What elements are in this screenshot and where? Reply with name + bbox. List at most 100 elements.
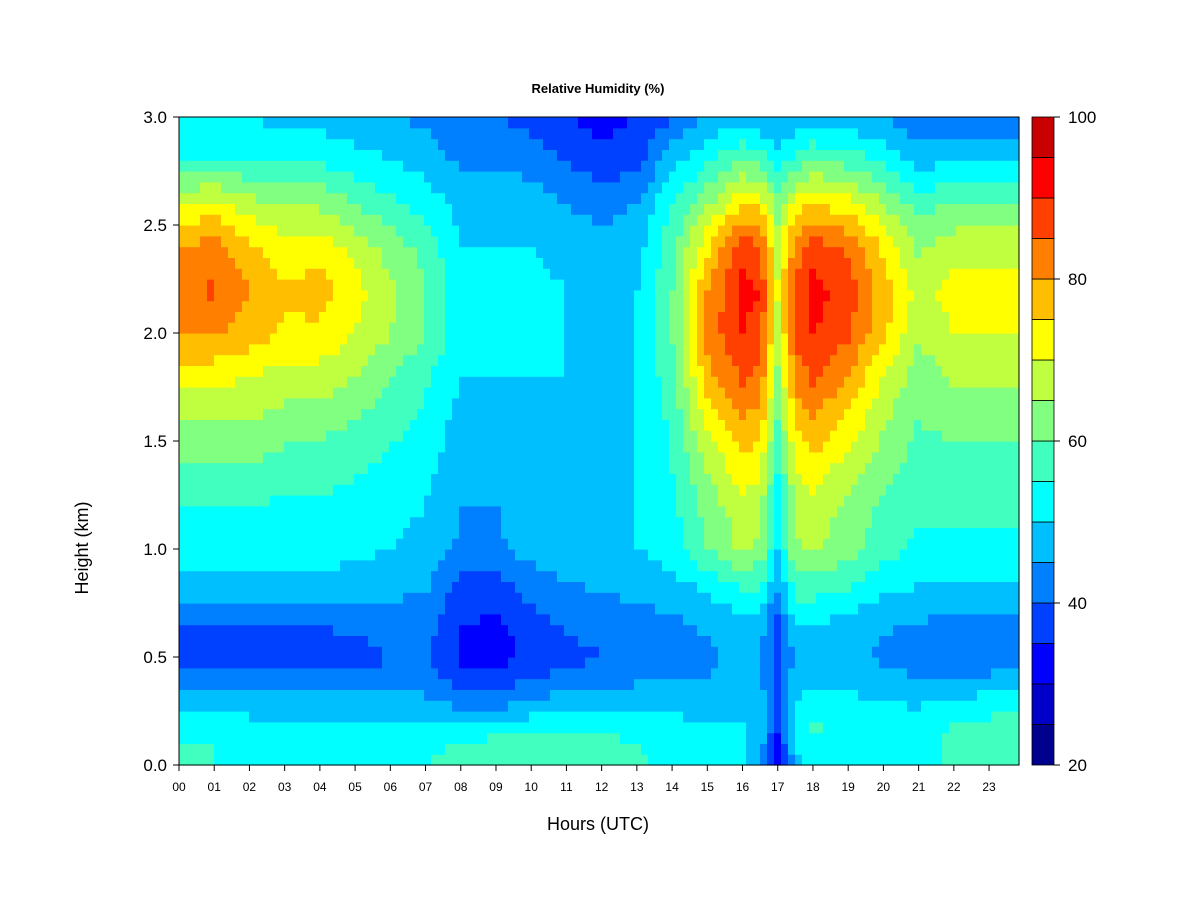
heatmap-cell bbox=[508, 419, 516, 431]
heatmap-cell bbox=[655, 667, 663, 680]
heatmap-cell bbox=[445, 257, 453, 269]
heatmap-cell bbox=[473, 473, 481, 485]
heatmap-cell bbox=[249, 181, 257, 194]
heatmap-cell bbox=[543, 743, 551, 755]
heatmap-cell bbox=[543, 581, 551, 593]
heatmap-cell bbox=[305, 171, 313, 183]
heatmap-cell bbox=[606, 635, 614, 647]
heatmap-cell bbox=[242, 171, 250, 183]
heatmap-cell bbox=[179, 127, 187, 140]
heatmap-cell bbox=[522, 484, 530, 496]
heatmap-cell bbox=[235, 441, 243, 453]
heatmap-cell bbox=[662, 732, 670, 744]
heatmap-cell bbox=[396, 397, 404, 410]
heatmap-cell bbox=[445, 322, 453, 334]
heatmap-cell bbox=[340, 419, 348, 431]
heatmap-cell bbox=[501, 333, 509, 345]
heatmap-cell bbox=[312, 257, 320, 269]
heatmap-cell bbox=[480, 462, 488, 474]
heatmap-cell bbox=[459, 408, 467, 420]
heatmap-cell bbox=[417, 279, 425, 291]
heatmap-cell bbox=[298, 149, 306, 161]
heatmap-cell bbox=[326, 538, 334, 550]
heatmap-cell bbox=[228, 613, 236, 626]
heatmap-cell bbox=[256, 732, 264, 744]
heatmap-cell bbox=[592, 171, 600, 183]
heatmap-cell bbox=[585, 322, 593, 334]
heatmap-cell bbox=[403, 138, 411, 150]
heatmap-cell bbox=[214, 160, 222, 172]
heatmap-cell bbox=[711, 592, 719, 604]
heatmap-cell bbox=[235, 549, 243, 561]
heatmap-cell bbox=[375, 268, 383, 280]
heatmap-cell bbox=[417, 376, 425, 388]
heatmap-cell bbox=[690, 657, 698, 669]
heatmap-cell bbox=[508, 581, 516, 593]
heatmap-cell bbox=[480, 376, 488, 388]
heatmap-cell bbox=[270, 495, 278, 507]
heatmap-cell bbox=[564, 149, 572, 161]
heatmap-cell bbox=[725, 246, 733, 258]
heatmap-cell bbox=[739, 538, 747, 550]
heatmap-cell bbox=[571, 300, 579, 312]
heatmap-cell bbox=[298, 235, 306, 248]
heatmap-cell bbox=[333, 279, 341, 291]
heatmap-cell bbox=[529, 149, 537, 161]
heatmap-cell bbox=[634, 613, 642, 626]
heatmap-cell bbox=[725, 149, 733, 161]
heatmap-cell bbox=[424, 592, 432, 604]
heatmap-cell bbox=[676, 581, 684, 593]
heatmap-cell bbox=[193, 203, 201, 215]
heatmap-cell bbox=[340, 333, 348, 345]
heatmap-cell bbox=[424, 505, 432, 518]
heatmap-cell bbox=[746, 138, 754, 150]
heatmap-cell bbox=[718, 570, 726, 582]
heatmap-cell bbox=[375, 203, 383, 215]
heatmap-cell bbox=[284, 743, 292, 755]
heatmap-cell bbox=[655, 559, 663, 572]
heatmap-cell bbox=[501, 225, 509, 237]
heatmap-cell bbox=[263, 289, 271, 302]
heatmap-cell bbox=[522, 592, 530, 604]
heatmap-cell bbox=[326, 473, 334, 485]
heatmap-cell bbox=[690, 516, 698, 528]
heatmap-cell bbox=[739, 711, 747, 723]
heatmap-cell bbox=[725, 333, 733, 345]
heatmap-cell bbox=[725, 397, 733, 410]
heatmap-cell bbox=[683, 397, 691, 410]
heatmap-cell bbox=[494, 689, 502, 701]
heatmap-cell bbox=[480, 171, 488, 183]
heatmap-cell bbox=[529, 549, 537, 561]
heatmap-cell bbox=[284, 646, 292, 658]
heatmap-cell bbox=[375, 451, 383, 464]
heatmap-cell bbox=[256, 538, 264, 550]
heatmap-cell bbox=[613, 721, 621, 734]
heatmap-cell bbox=[599, 462, 607, 474]
heatmap-cell bbox=[193, 117, 201, 129]
heatmap-cell bbox=[305, 624, 313, 636]
heatmap-cell bbox=[473, 397, 481, 410]
heatmap-cell bbox=[249, 581, 257, 593]
heatmap-cell bbox=[704, 127, 712, 140]
heatmap-cell bbox=[193, 743, 201, 755]
heatmap-cell bbox=[487, 592, 495, 604]
heatmap-cell bbox=[487, 451, 495, 464]
heatmap-cell bbox=[354, 451, 362, 464]
heatmap-cell bbox=[361, 289, 369, 302]
heatmap-cell bbox=[326, 149, 334, 161]
heatmap-cell bbox=[725, 257, 733, 269]
heatmap-cell bbox=[522, 203, 530, 215]
heatmap-cell bbox=[361, 700, 369, 712]
heatmap-cell bbox=[606, 397, 614, 410]
heatmap-cell bbox=[452, 657, 460, 669]
heatmap-cell bbox=[571, 451, 579, 464]
heatmap-cell bbox=[361, 721, 369, 734]
heatmap-cell bbox=[648, 473, 656, 485]
heatmap-cell bbox=[263, 214, 271, 226]
heatmap-cell bbox=[403, 527, 411, 539]
heatmap-cell bbox=[375, 559, 383, 572]
heatmap-cell bbox=[347, 117, 355, 129]
heatmap-cell bbox=[648, 527, 656, 539]
heatmap-cell bbox=[249, 451, 257, 464]
heatmap-cell bbox=[396, 657, 404, 669]
